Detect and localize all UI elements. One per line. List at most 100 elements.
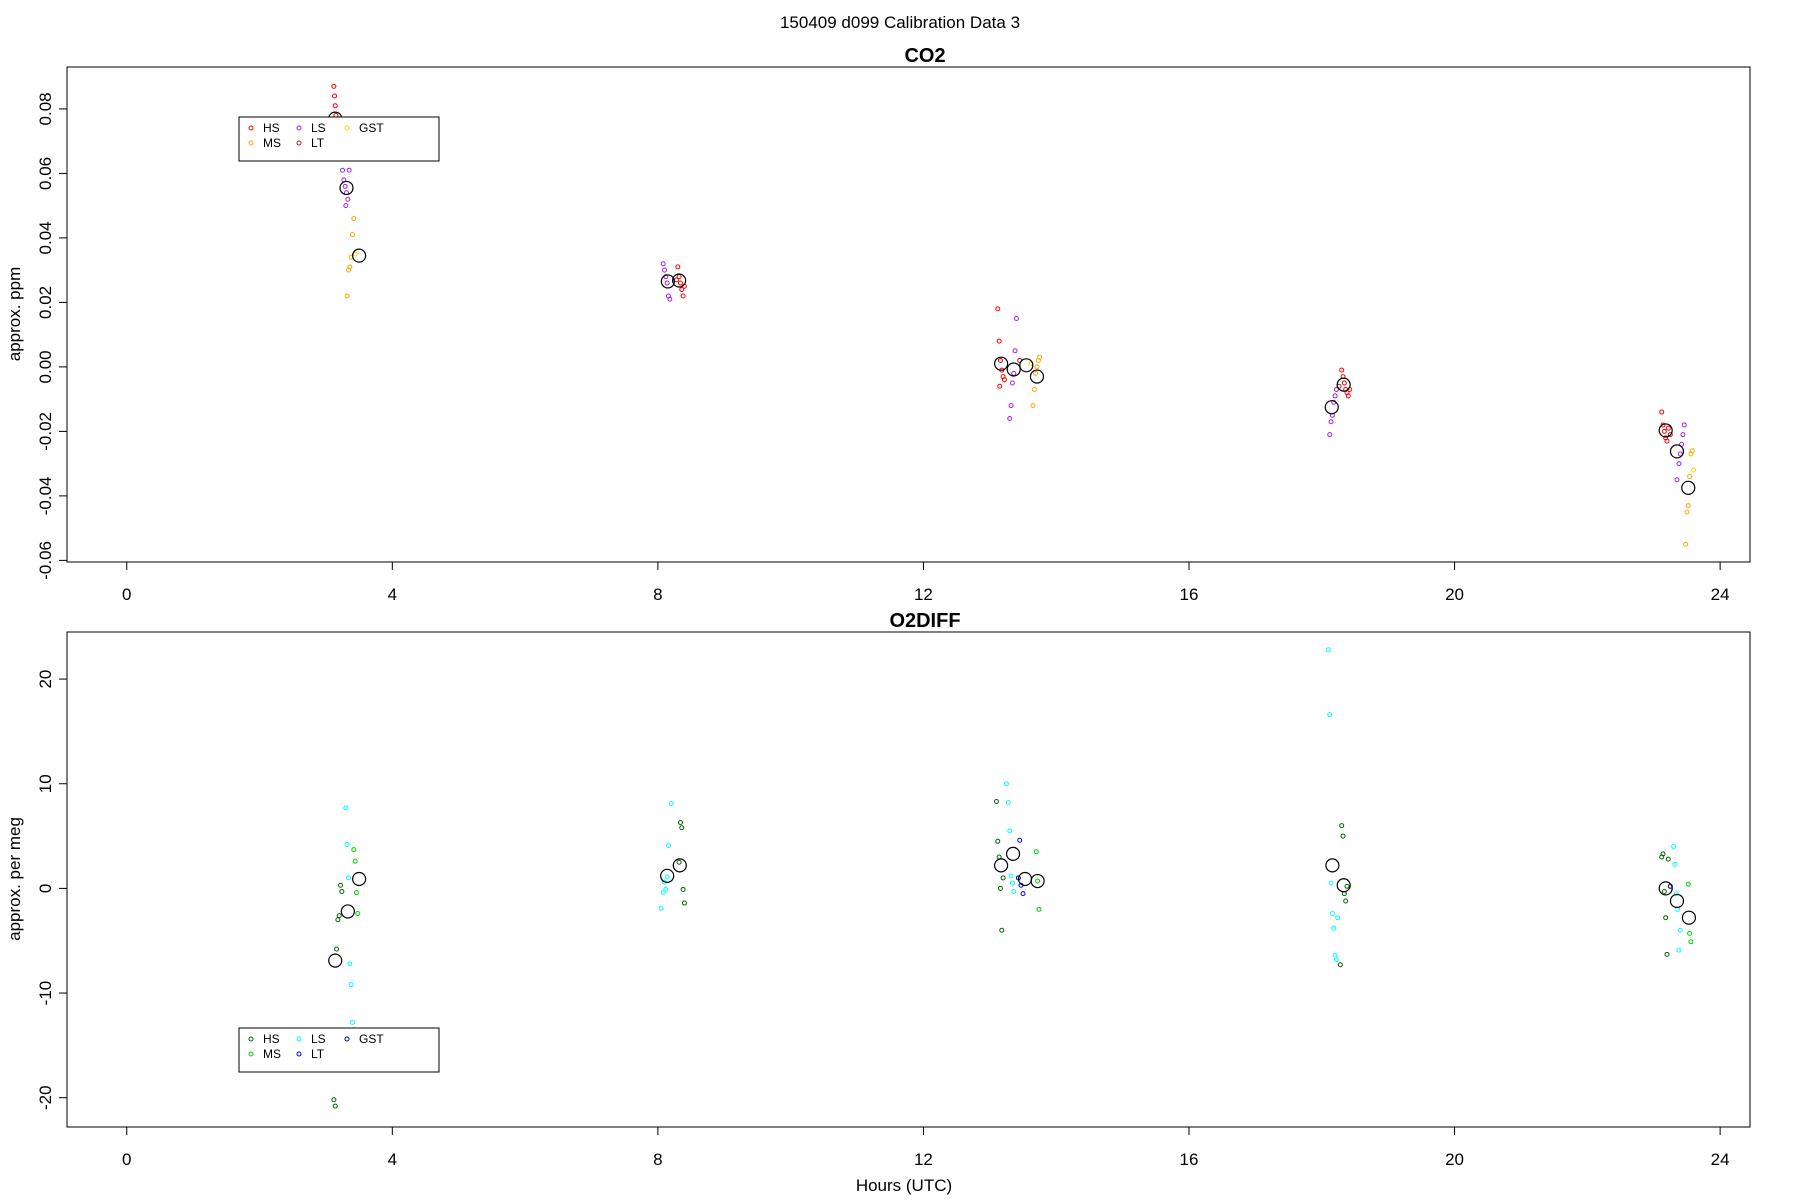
- co2-legend-symbol: [296, 125, 302, 131]
- o2diff-point-ls: [665, 842, 671, 848]
- o2diff-legend-symbol: [248, 1051, 254, 1057]
- co2-point-hs: [331, 83, 337, 89]
- co2-point-hs: [675, 264, 681, 270]
- o2diff-legend-label: LS: [311, 1032, 326, 1046]
- o2diff-point-hs: [1337, 962, 1343, 968]
- o2diff-point-ms: [351, 847, 357, 853]
- co2-point-ms: [1034, 364, 1040, 370]
- o2diff-point-ls: [1009, 880, 1015, 886]
- co2-point-ls: [340, 167, 346, 173]
- co2-point-gst: [1691, 467, 1697, 473]
- o2diff-point-hs: [677, 819, 683, 825]
- co2-mean-point: [1019, 358, 1034, 373]
- co2-panel: CO2 approx. ppm 0 4 8 12 16 20 24 -0.06-0.04-0…: [5, 45, 1751, 604]
- co2-point-ms: [1683, 541, 1689, 547]
- co2-point-ms: [1033, 370, 1039, 376]
- o2diff-point-ls: [1011, 889, 1017, 895]
- co2-point-hs: [1001, 377, 1007, 383]
- o2diff-legend-label: GST: [359, 1032, 384, 1046]
- co2-point-ls: [1676, 461, 1682, 467]
- o2diff-point-hs: [1340, 833, 1346, 839]
- o2diff-legend-symbol: [296, 1036, 302, 1042]
- co2-point-hs: [997, 357, 1003, 363]
- o2diff-point-hs: [679, 825, 685, 831]
- o2diff-point-ls: [1005, 800, 1011, 806]
- o2diff-legend-symbol: [344, 1036, 350, 1042]
- co2-point-ms: [1030, 403, 1036, 409]
- co2-legend-symbol: [344, 125, 350, 131]
- co2-point-ls: [1011, 370, 1017, 376]
- o2diff-mean-point: [1669, 893, 1685, 909]
- co2-y-tick-label: 0.08: [36, 92, 55, 125]
- o2diff-point-ms: [355, 911, 361, 917]
- o2diff-y-tick-label: 10: [36, 774, 55, 793]
- o2diff-point-ls: [1008, 873, 1014, 879]
- co2-point-ms: [347, 264, 353, 270]
- co2-point-hs: [1660, 422, 1666, 428]
- o2diff-point-ms: [1688, 939, 1694, 945]
- o2diff-point-ms: [353, 890, 359, 896]
- co2-legend-label: MS: [263, 136, 281, 150]
- o2diff-point-hs: [995, 838, 1001, 844]
- co2-point-ls: [346, 167, 352, 173]
- co2-x-tick-label: 24: [1711, 585, 1730, 604]
- o2diff-point-ls: [348, 982, 354, 988]
- co2-mean-point: [339, 180, 354, 196]
- co2-point-hs: [996, 338, 1002, 344]
- o2diff-mean-point: [1658, 881, 1673, 896]
- co2-point-hs: [1341, 380, 1347, 386]
- o2diff-point-ls: [1673, 891, 1679, 897]
- o2diff-mean-point: [1336, 878, 1351, 893]
- co2-point-ls: [343, 203, 349, 209]
- o2diff-mean-point: [994, 858, 1009, 873]
- co2-legend-label: HS: [263, 121, 280, 135]
- co2-point-ms: [1037, 354, 1043, 360]
- o2diff-x-tick-label: 4: [388, 1150, 397, 1169]
- co2-legend-box: [238, 116, 440, 162]
- co2-point-ls: [1681, 422, 1687, 428]
- o2diff-point-hs: [1664, 951, 1670, 957]
- o2diff-point-ms: [1687, 930, 1693, 936]
- o2diff-point-ls: [345, 875, 351, 881]
- co2-point-hs: [680, 293, 686, 299]
- o2diff-point-ls: [1003, 781, 1009, 787]
- co2-point-ls: [1328, 419, 1334, 425]
- o2diff-x-tick-label: 16: [1180, 1150, 1199, 1169]
- o2diff-mean-point: [660, 868, 675, 883]
- co2-y-axis-label: approx. ppm: [5, 267, 24, 362]
- co2-point-ls: [667, 296, 673, 302]
- co2-point-ls: [1333, 386, 1339, 392]
- co2-point-hs: [1659, 409, 1665, 415]
- o2diff-point-hs: [999, 927, 1005, 933]
- co2-x-tick-label: 8: [653, 585, 662, 604]
- o2diff-point-ls: [1333, 957, 1339, 963]
- o2diff-legend-label: LT: [311, 1047, 325, 1061]
- o2diff-point-hs: [1343, 898, 1349, 904]
- co2-point-ls: [1009, 380, 1015, 386]
- o2diff-point-ms: [1033, 849, 1039, 855]
- o2diff-point-hs: [339, 889, 345, 895]
- o2diff-point-hs: [1665, 856, 1671, 862]
- o2diff-y-tick-label: -10: [36, 981, 55, 1006]
- o2diff-point-hs: [676, 859, 682, 865]
- co2-point-ms: [1687, 474, 1693, 480]
- o2diff-mean-point: [1681, 910, 1697, 925]
- co2-point-ls: [1674, 477, 1680, 483]
- o2diff-point-hs: [334, 946, 340, 952]
- co2-mean-point: [1669, 444, 1685, 459]
- o2diff-point-ls: [343, 805, 349, 811]
- co2-legend-symbol: [248, 125, 254, 131]
- co2-point-hs: [995, 306, 1001, 312]
- co2-point-ls: [1332, 393, 1338, 399]
- o2diff-legend-label: MS: [263, 1047, 281, 1061]
- co2-point-ls: [1012, 348, 1018, 354]
- co2-x-tick-label: 20: [1445, 585, 1464, 604]
- co2-y-tick-label: -0.04: [36, 477, 55, 516]
- o2diff-point-ls: [660, 890, 666, 896]
- co2-point-ls: [1680, 432, 1686, 438]
- o2diff-point-ls: [1672, 861, 1678, 867]
- co2-y-tick-label: 0.00: [36, 350, 55, 383]
- o2diff-point-hs: [336, 913, 342, 919]
- o2diff-x-tick-label: 0: [122, 1150, 131, 1169]
- o2diff-mean-point: [352, 871, 367, 887]
